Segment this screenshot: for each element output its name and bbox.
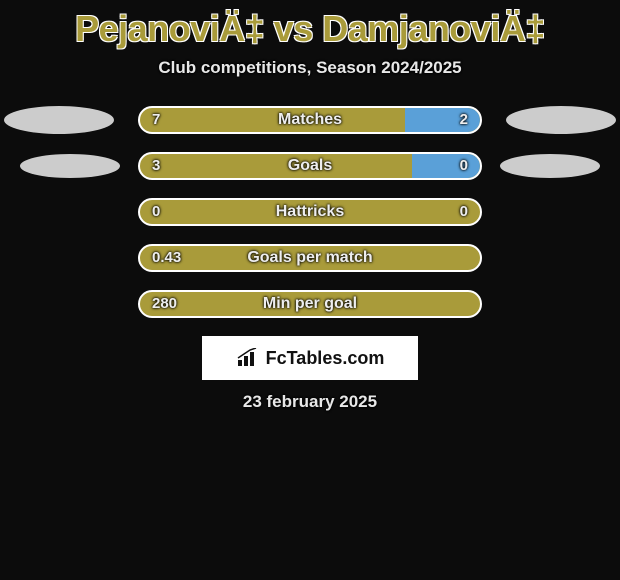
stat-value-left: 7 (152, 108, 160, 132)
stat-bar-right-fill (405, 108, 480, 132)
stat-bar: 30Goals (138, 152, 482, 180)
stats-container: 72Matches 30Goals 0 0Hattricks 0.43Goals per… (0, 106, 620, 318)
stat-bar: 0 0Hattricks (138, 198, 482, 226)
page-title: PejanoviÄ‡ vs DamjanoviÄ‡ (0, 0, 620, 50)
page-subtitle: Club competitions, Season 2024/2025 (0, 58, 620, 78)
brand-text: FcTables.com (266, 348, 385, 369)
stat-value-left: 0 (152, 200, 160, 224)
stat-row: 0.43Goals per match (0, 244, 620, 272)
player-ellipse-left (20, 154, 120, 178)
stat-value-right: 0 (460, 200, 468, 224)
stat-row: 30Goals (0, 152, 620, 180)
stat-label: Goals per match (140, 246, 480, 270)
stat-bar-right-fill (412, 154, 480, 178)
stat-bar: 0.43Goals per match (138, 244, 482, 272)
stat-row: 72Matches (0, 106, 620, 134)
date-stamp: 23 february 2025 (0, 392, 620, 412)
stat-value-left: 280 (152, 292, 177, 316)
stat-bar: 72Matches (138, 106, 482, 134)
player-ellipse-left (4, 106, 114, 134)
stat-row: 0 0Hattricks (0, 198, 620, 226)
stat-value-left: 3 (152, 154, 160, 178)
stat-bar: 280Min per goal (138, 290, 482, 318)
brand-badge: FcTables.com (202, 336, 418, 380)
stat-row: 280Min per goal (0, 290, 620, 318)
player-ellipse-right (506, 106, 616, 134)
stat-label: Min per goal (140, 292, 480, 316)
stat-value-left: 0.43 (152, 246, 181, 270)
player-ellipse-right (500, 154, 600, 178)
stat-label: Hattricks (140, 200, 480, 224)
bar-chart-icon (236, 348, 260, 368)
